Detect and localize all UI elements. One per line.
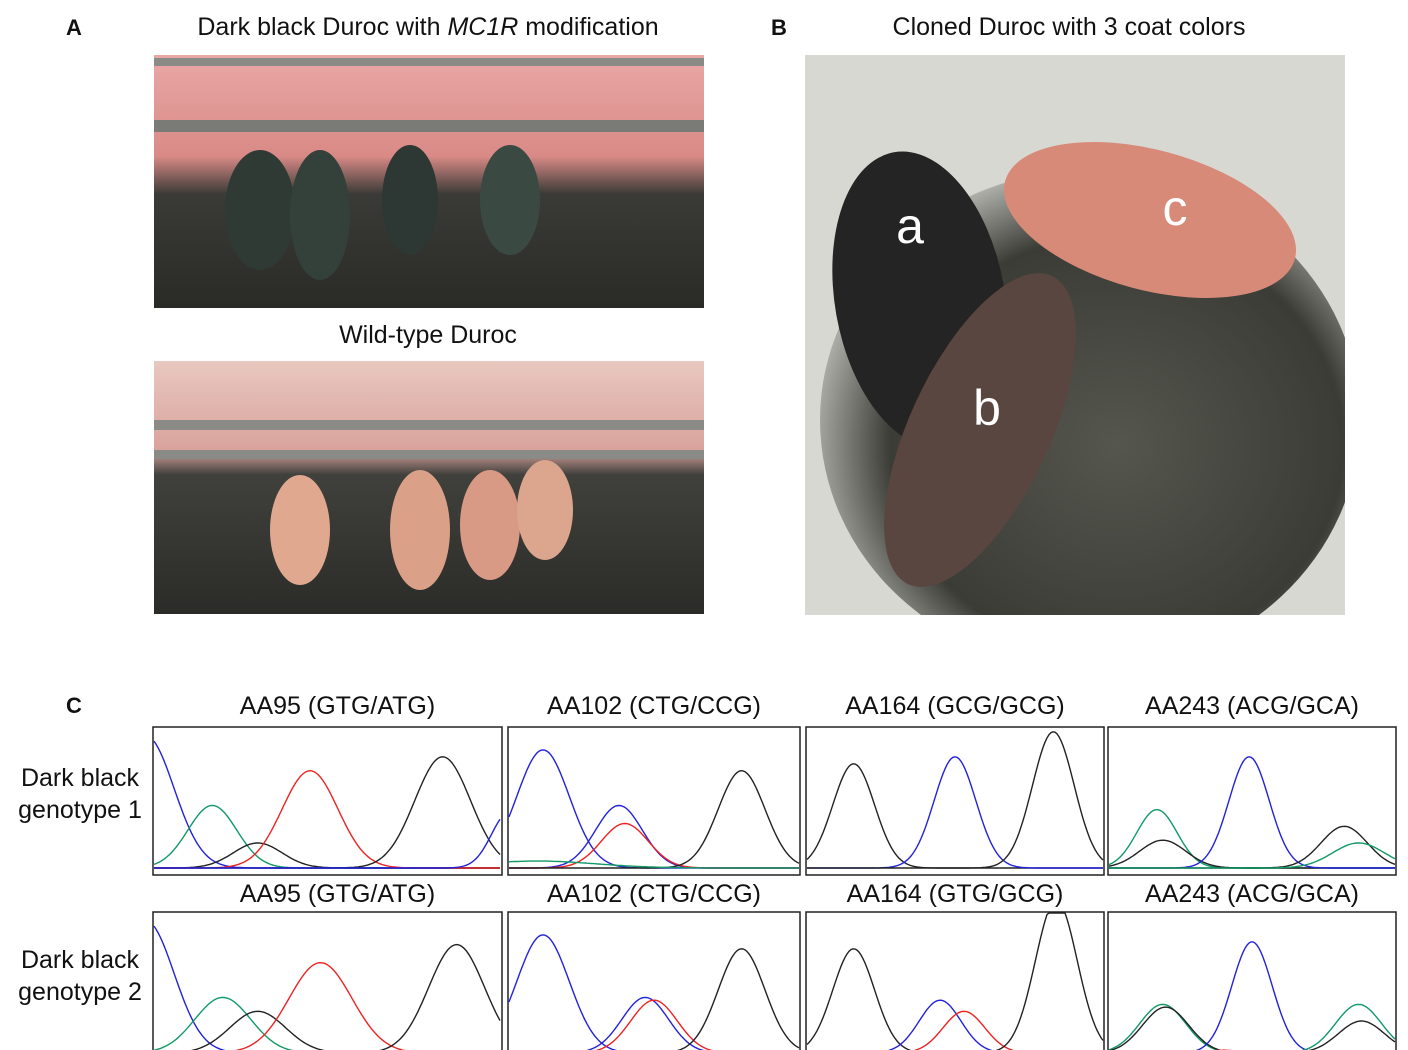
- pig-label: c: [1163, 180, 1188, 236]
- trace-title: AA102 (CTG/CCG): [547, 880, 761, 908]
- trace-title: AA164 (GCG/GCG): [845, 692, 1065, 720]
- photo: [154, 55, 704, 308]
- panel-title: Cloned Duroc with 3 coat colors: [893, 13, 1246, 41]
- trace-box: [806, 912, 1104, 1050]
- trace-box: [1108, 727, 1396, 875]
- panel-label: B: [771, 15, 787, 40]
- panel-label: C: [66, 693, 82, 718]
- figure: A Dark black Duroc with MC1R modificatio…: [0, 0, 1408, 1050]
- trace-box: [153, 912, 502, 1050]
- pig-label: a: [896, 198, 924, 254]
- row-label: Dark black: [21, 946, 140, 974]
- title-part: Dark black Duroc with: [197, 13, 447, 41]
- title-part: modification: [518, 13, 658, 41]
- trace-box: [153, 727, 502, 875]
- row-label: genotype 2: [18, 978, 142, 1006]
- trace-title: AA95 (GTG/ATG): [240, 692, 435, 720]
- trace-box: [806, 727, 1104, 875]
- panel-title: Dark black Duroc with MC1R modification: [197, 13, 658, 41]
- pig-label: b: [973, 380, 1001, 436]
- photo-caption: Wild-type Duroc: [339, 321, 517, 349]
- trace-title: AA102 (CTG/CCG): [547, 692, 761, 720]
- trace-title: AA243 (ACG/GCA): [1145, 692, 1359, 720]
- trace-box: [508, 912, 800, 1050]
- trace-title: AA243 (ACG/GCA): [1145, 880, 1359, 908]
- trace-title: AA95 (GTG/ATG): [240, 880, 435, 908]
- title-part: MC1R: [447, 13, 518, 41]
- row-label: genotype 1: [18, 796, 142, 824]
- trace-box: [1108, 912, 1396, 1050]
- trace-box: [508, 727, 800, 875]
- row-label: Dark black: [21, 764, 140, 792]
- photo: [154, 361, 704, 614]
- photo: [805, 55, 1360, 670]
- trace-title: AA164 (GTG/GCG): [847, 880, 1064, 908]
- panel-label: A: [66, 15, 82, 40]
